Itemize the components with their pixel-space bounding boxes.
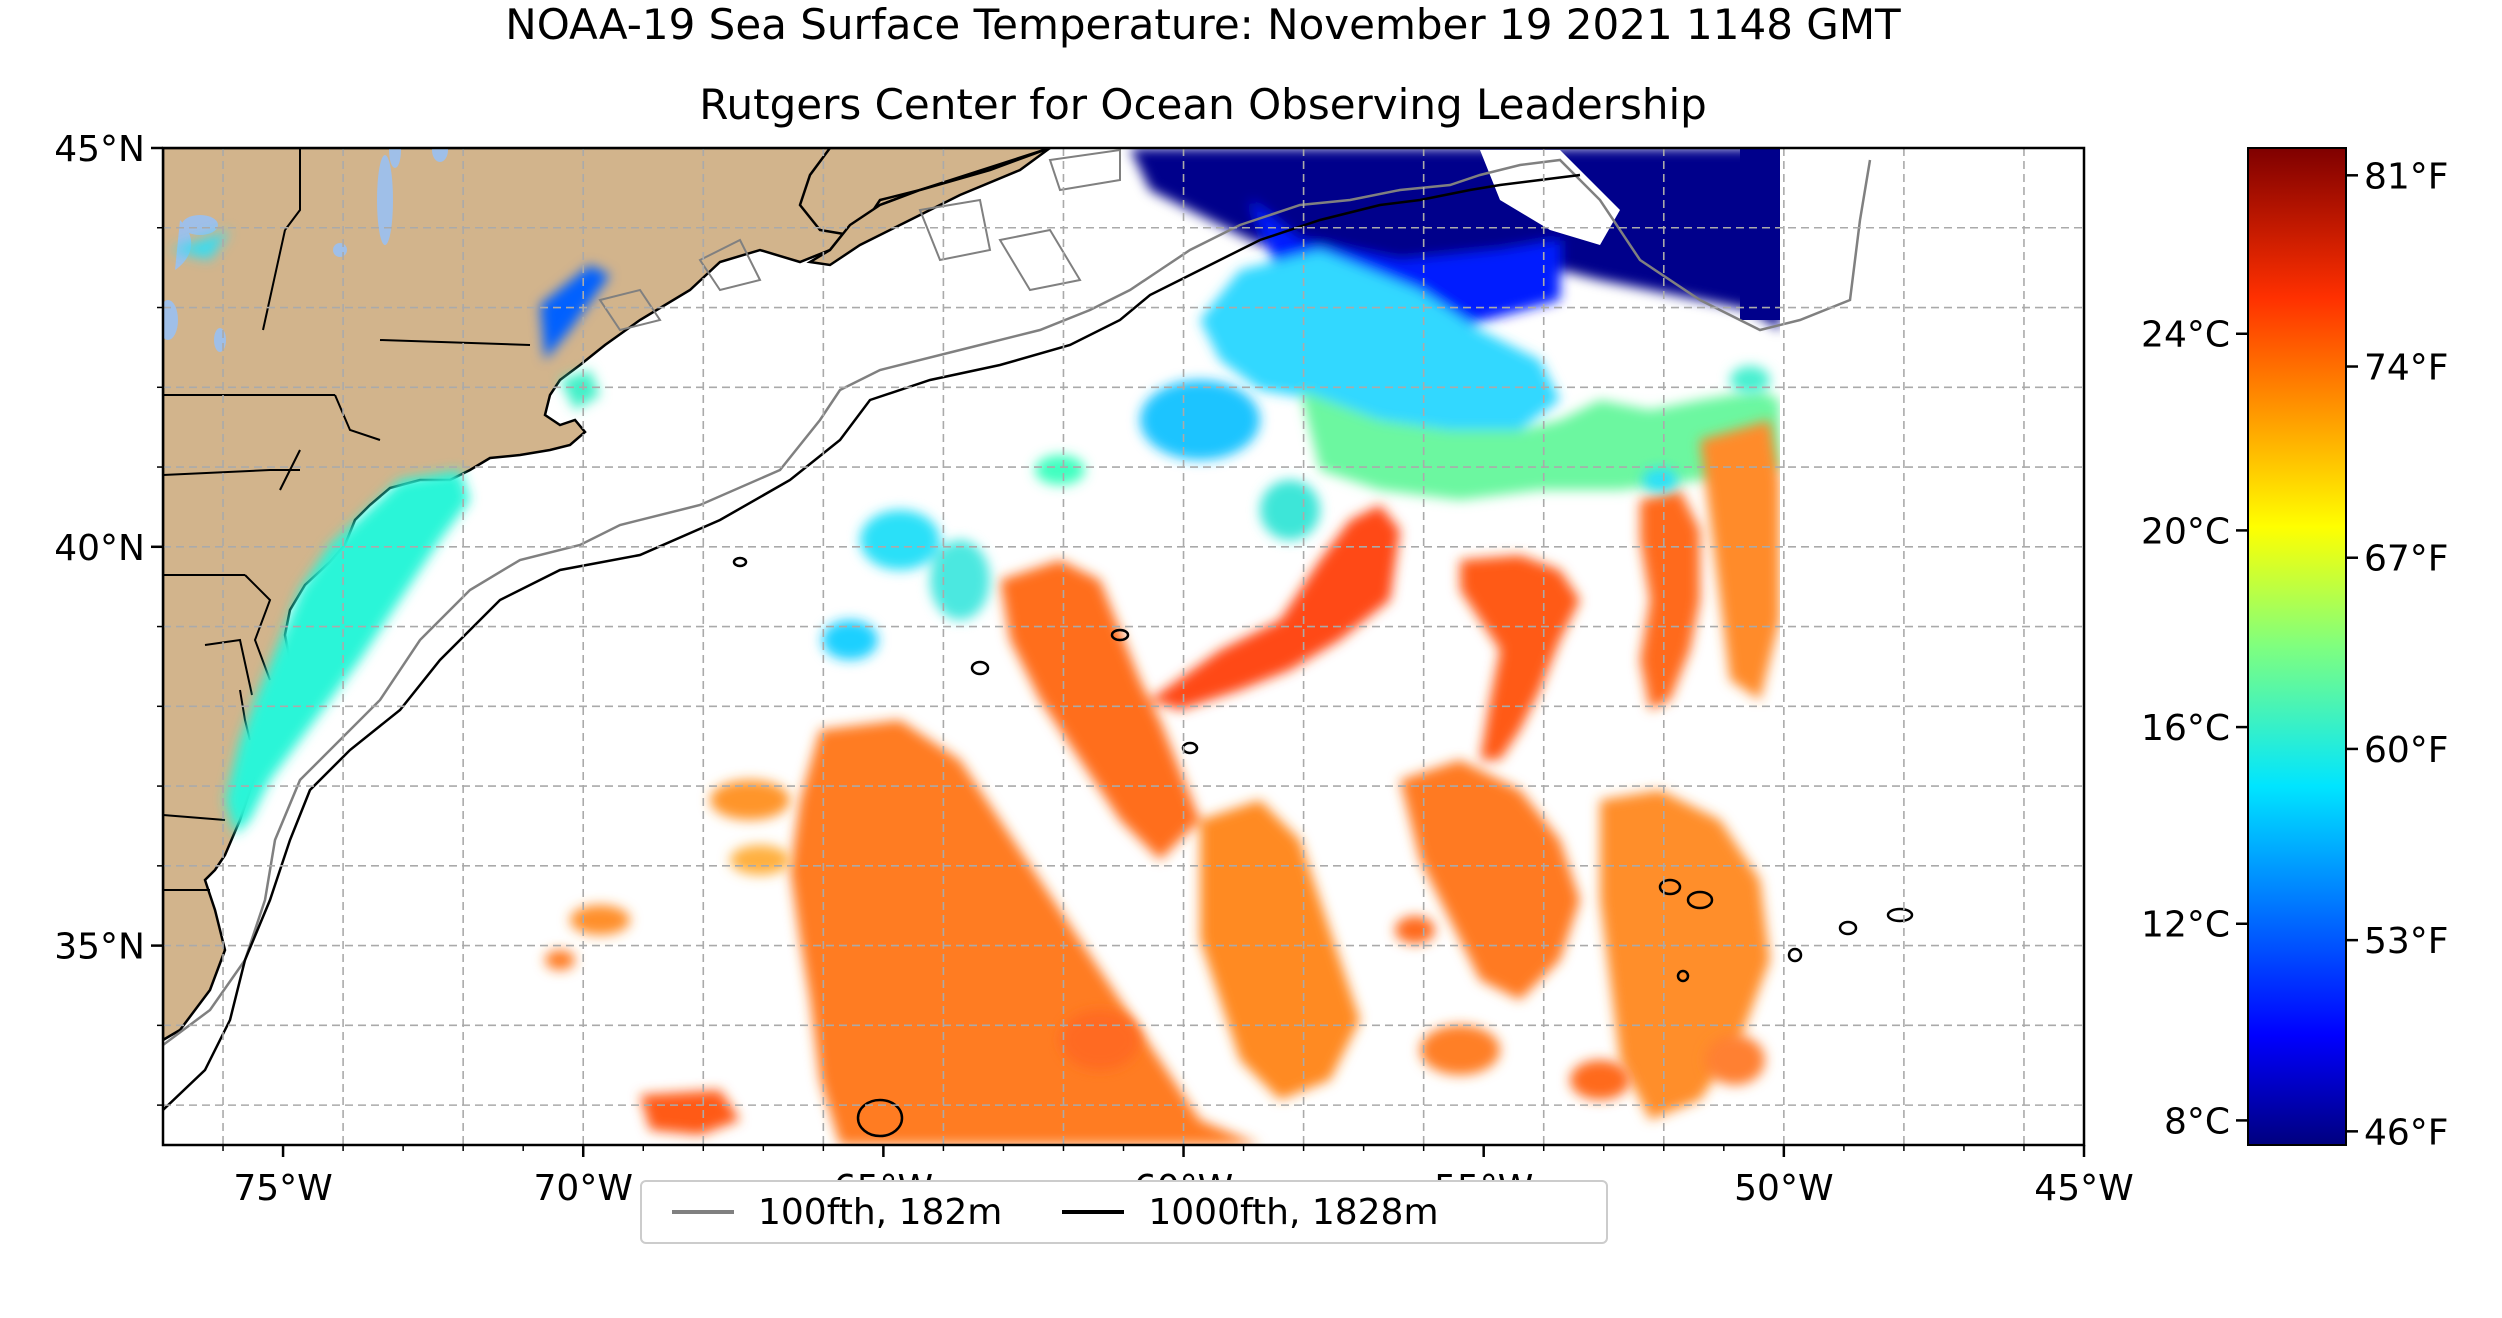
legend-swatch-100fth xyxy=(672,1210,734,1214)
lat-tick-label: 45°N xyxy=(54,129,145,170)
map-legend: 100fth, 182m 1000fth, 1828m xyxy=(640,1180,1608,1244)
colorbar-f-label: 67°F xyxy=(2364,539,2449,580)
lat-tick-label: 40°N xyxy=(54,528,145,569)
seamount-contours xyxy=(732,556,1914,1138)
state-borders xyxy=(163,148,531,891)
legend-label-100fth: 100fth, 182m xyxy=(758,1191,1003,1233)
isobath-100fth xyxy=(163,158,1872,1047)
map-area xyxy=(163,148,2084,1145)
colorbar-c-label: 20°C xyxy=(2141,511,2230,552)
sst-cold-region xyxy=(1130,148,1780,500)
colorbar-c-label: 8°C xyxy=(2164,1101,2230,1142)
isobath-1000fth xyxy=(163,173,1581,1111)
gridlines xyxy=(163,148,2084,1145)
colorbar-gradient xyxy=(2247,147,2347,1146)
inland-water xyxy=(163,148,448,352)
colorbar-f-label: 46°F xyxy=(2364,1112,2449,1153)
legend-item-100fth: 100fth, 182m xyxy=(672,1192,1002,1233)
map-subtitle: Rutgers Center for Ocean Observing Leade… xyxy=(699,80,1707,129)
legend-swatch-1000fth xyxy=(1062,1210,1125,1214)
lon-tick-label: 50°W xyxy=(1734,1168,1833,1209)
colorbar-f-label: 53°F xyxy=(2364,921,2449,962)
lon-tick-label: 75°W xyxy=(233,1168,332,1209)
lon-tick-label: 45°W xyxy=(2034,1168,2133,1209)
legend-label-1000fth: 1000fth, 1828m xyxy=(1148,1191,1439,1233)
nova-scotia-coast xyxy=(806,148,1051,267)
colorbar-f-label: 74°F xyxy=(2364,348,2449,389)
colorbar-c-label: 12°C xyxy=(2141,905,2230,946)
map-title: NOAA-19 Sea Surface Temperature: Novembe… xyxy=(505,0,1901,49)
colorbar-c-label: 24°C xyxy=(2141,315,2230,356)
lon-tick-label: 70°W xyxy=(534,1168,633,1209)
lat-tick-label: 35°N xyxy=(54,927,145,968)
sst-cold-block xyxy=(1740,148,1780,320)
sst-fragments xyxy=(545,366,1770,1100)
land-canada xyxy=(798,148,1051,237)
colorbar: 81°F 74°F 67°F 60°F 53°F 46°F 24°C 20°C 16°C 12°C… xyxy=(2141,147,2449,1153)
colorbar-c-label: 16°C xyxy=(2141,708,2230,749)
isobath-100fth-banks xyxy=(598,148,1121,332)
colorbar-ticks: 81°F 74°F 67°F 60°F 53°F 46°F 24°C 20°C 16°C 12°C… xyxy=(2141,156,2448,1153)
legend-item-1000fth: 1000fth, 1828m xyxy=(1062,1191,1439,1233)
colorbar-f-label: 60°F xyxy=(2364,730,2449,771)
colorbar-f-label: 81°F xyxy=(2364,156,2449,197)
sst-coastal-shelf xyxy=(170,230,610,835)
no-data-gaps xyxy=(1480,148,2084,1145)
